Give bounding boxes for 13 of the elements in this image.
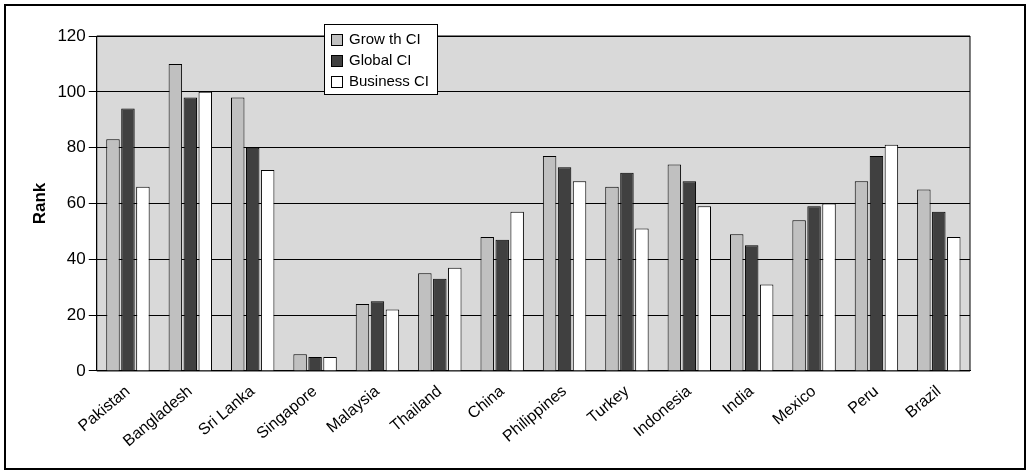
x-tick-label: Peru: [844, 381, 882, 417]
y-tick-label: 60: [66, 193, 86, 213]
y-tick-label: 40: [66, 249, 86, 268]
legend-label: Global CI: [349, 51, 412, 68]
x-tick-label: India: [718, 381, 757, 418]
y-axis-title: Rank: [29, 182, 49, 225]
y-tick-label: 80: [66, 137, 86, 157]
legend-label: Grow th CI: [349, 30, 421, 47]
y-tick-label: 120: [57, 25, 86, 45]
y-tick-label: 0: [76, 360, 86, 380]
y-tick-label: 20: [66, 304, 86, 324]
legend-label: Business CI: [349, 72, 430, 89]
y-tick-label: 100: [57, 81, 86, 101]
